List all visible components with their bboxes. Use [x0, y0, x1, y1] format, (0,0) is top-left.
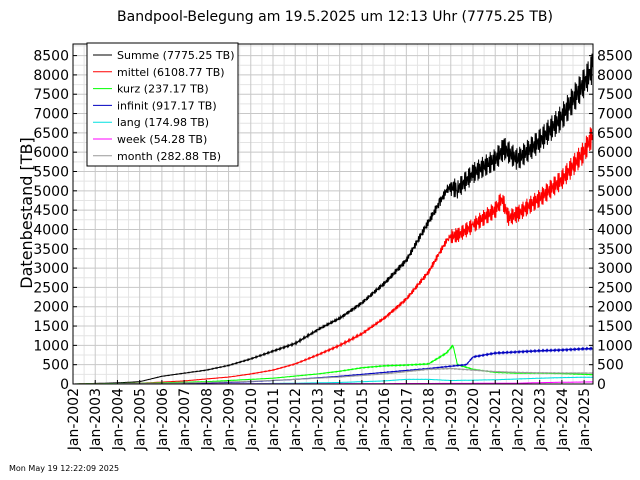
y-tick-label-right: 4000	[597, 222, 633, 238]
series-line-6	[73, 367, 593, 385]
legend-label: month (282.88 TB)	[117, 150, 221, 163]
y-axis-label: Datenbestand [TB]	[17, 137, 36, 288]
legend-box	[86, 42, 239, 167]
y-tick-label: 5500	[33, 165, 69, 181]
x-tick-label: Jan-2004	[110, 388, 126, 451]
x-tick-label: Jan-2017	[399, 388, 415, 451]
y-tick-label-right: 6000	[597, 145, 633, 161]
y-tick-label: 4500	[33, 203, 69, 219]
y-tick-label: 6500	[33, 126, 69, 142]
x-tick-label: Jan-2024	[555, 388, 571, 451]
y-tick-label-right: 0	[597, 377, 606, 393]
y-tick-label: 1500	[33, 319, 69, 335]
chart-title: Bandpool-Belegung am 19.5.2025 um 12:13 …	[117, 9, 553, 25]
y-tick-label-right: 2000	[597, 300, 633, 316]
x-tick-label: Jan-2002	[66, 388, 82, 451]
y-tick-label-right: 4500	[597, 203, 633, 219]
legend-label: Summe (7775.25 TB)	[117, 49, 234, 62]
y-tick-label-right: 7000	[597, 107, 633, 123]
legend-label: infinit (917.17 TB)	[117, 99, 217, 112]
legend-label: lang (174.98 TB)	[117, 116, 209, 129]
x-tick-label: Jan-2012	[288, 388, 304, 451]
y-tick-label-right: 8000	[597, 68, 633, 84]
y-tick-label: 4000	[33, 222, 69, 238]
legend-label: kurz (237.17 TB)	[117, 83, 209, 96]
y-tick-label-right: 3500	[597, 242, 633, 258]
x-tick-label: Jan-2014	[333, 388, 349, 451]
y-tick-label-right: 7500	[597, 87, 633, 103]
series-line-0	[73, 53, 594, 385]
y-tick-label: 3000	[33, 261, 69, 277]
y-tick-label-right: 6500	[597, 126, 633, 142]
legend-label: week (54.28 TB)	[117, 133, 207, 146]
x-tick-label: Jan-2013	[310, 388, 326, 451]
x-tick-label: Jan-2003	[88, 388, 104, 451]
y-tick-label: 8000	[33, 68, 69, 84]
x-tick-label: Jan-2005	[133, 388, 149, 451]
y-tick-label-right: 3000	[597, 261, 633, 277]
y-tick-label-right: 5000	[597, 184, 633, 200]
y-tick-label: 3500	[33, 242, 69, 258]
y-tick-label: 500	[42, 358, 69, 374]
series-line-1	[73, 127, 594, 385]
x-tick-label: Jan-2015	[355, 388, 371, 451]
y-tick-label: 2000	[33, 300, 69, 316]
x-tick-label: Jan-2025	[577, 388, 593, 451]
y-tick-label-right: 1000	[597, 338, 633, 354]
x-tick-label: Jan-2009	[222, 388, 238, 451]
legend-label: mittel (6108.77 TB)	[117, 66, 225, 79]
x-tick-label: Jan-2016	[377, 388, 393, 451]
plot-frame	[72, 43, 594, 385]
y-tick-label-right: 1500	[597, 319, 633, 335]
x-tick-label: Jan-2006	[155, 388, 171, 451]
x-tick-label: Jan-2019	[444, 388, 460, 451]
y-tick-label: 7000	[33, 107, 69, 123]
x-tick-label: Jan-2011	[266, 388, 282, 451]
y-tick-label: 7500	[33, 87, 69, 103]
y-tick-label-right: 5500	[597, 165, 633, 181]
y-axis-ticks: 0 0 500 500 1000 1000 1500 1500 2000 2000 2500 2500…	[33, 49, 632, 393]
y-tick-label: 6000	[33, 145, 69, 161]
y-tick-label: 5000	[33, 184, 69, 200]
x-tick-label: Jan-2022	[510, 388, 526, 451]
footer-timestamp: Mon May 19 12:22:09 2025	[9, 464, 119, 473]
x-tick-label: Jan-2023	[533, 388, 549, 451]
x-tick-label: Jan-2021	[488, 388, 504, 451]
y-tick-label-right: 500	[597, 358, 624, 374]
x-tick-label: Jan-2008	[199, 388, 215, 451]
x-axis-ticks: Jan-2002 Jan-2003 Jan-2004 Jan-2005 Jan-2006…	[66, 380, 593, 451]
y-tick-label: 2500	[33, 280, 69, 296]
y-tick-label: 8500	[33, 49, 69, 65]
x-tick-label: Jan-2018	[422, 388, 438, 451]
y-tick-label-right: 8500	[597, 49, 633, 65]
x-tick-label: Jan-2020	[466, 388, 482, 451]
y-tick-label: 0	[60, 377, 69, 393]
x-tick-label: Jan-2007	[177, 388, 193, 451]
legend: Summe (7775.25 TB) mittel (6108.77 TB) kur…	[86, 42, 239, 167]
y-tick-label-right: 2500	[597, 280, 633, 296]
x-tick-label: Jan-2010	[244, 388, 260, 451]
y-tick-label: 1000	[33, 338, 69, 354]
